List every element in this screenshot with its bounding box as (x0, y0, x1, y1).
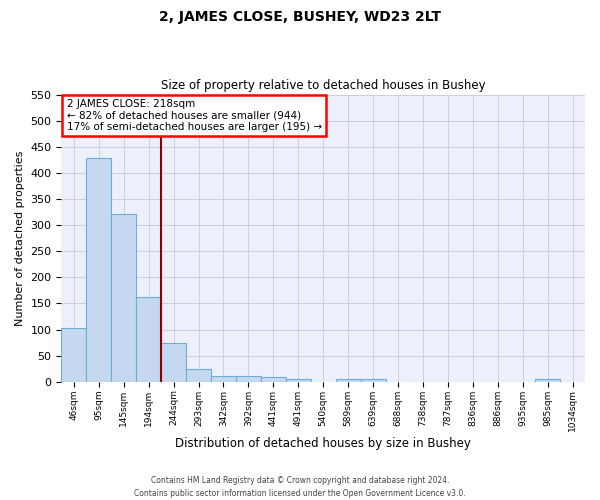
Bar (236, 376, 261, 382)
Bar (361, 379, 386, 382)
Title: Size of property relative to detached houses in Bushey: Size of property relative to detached ho… (161, 79, 485, 92)
X-axis label: Distribution of detached houses by size in Bushey: Distribution of detached houses by size … (175, 437, 471, 450)
Bar (161, 342, 186, 382)
Bar (211, 376, 236, 382)
Bar (335, 379, 361, 382)
Bar (261, 376, 286, 382)
Bar (186, 368, 211, 382)
Text: 2 JAMES CLOSE: 218sqm
← 82% of detached houses are smaller (944)
17% of semi-det: 2 JAMES CLOSE: 218sqm ← 82% of detached … (67, 99, 322, 132)
Bar (136, 296, 161, 382)
Text: 2, JAMES CLOSE, BUSHEY, WD23 2LT: 2, JAMES CLOSE, BUSHEY, WD23 2LT (159, 10, 441, 24)
Bar (535, 379, 560, 382)
Bar (286, 378, 311, 382)
Bar (86, 158, 111, 382)
Bar (111, 214, 136, 382)
Bar (61, 328, 86, 382)
Y-axis label: Number of detached properties: Number of detached properties (15, 150, 25, 326)
Text: Contains HM Land Registry data © Crown copyright and database right 2024.
Contai: Contains HM Land Registry data © Crown c… (134, 476, 466, 498)
